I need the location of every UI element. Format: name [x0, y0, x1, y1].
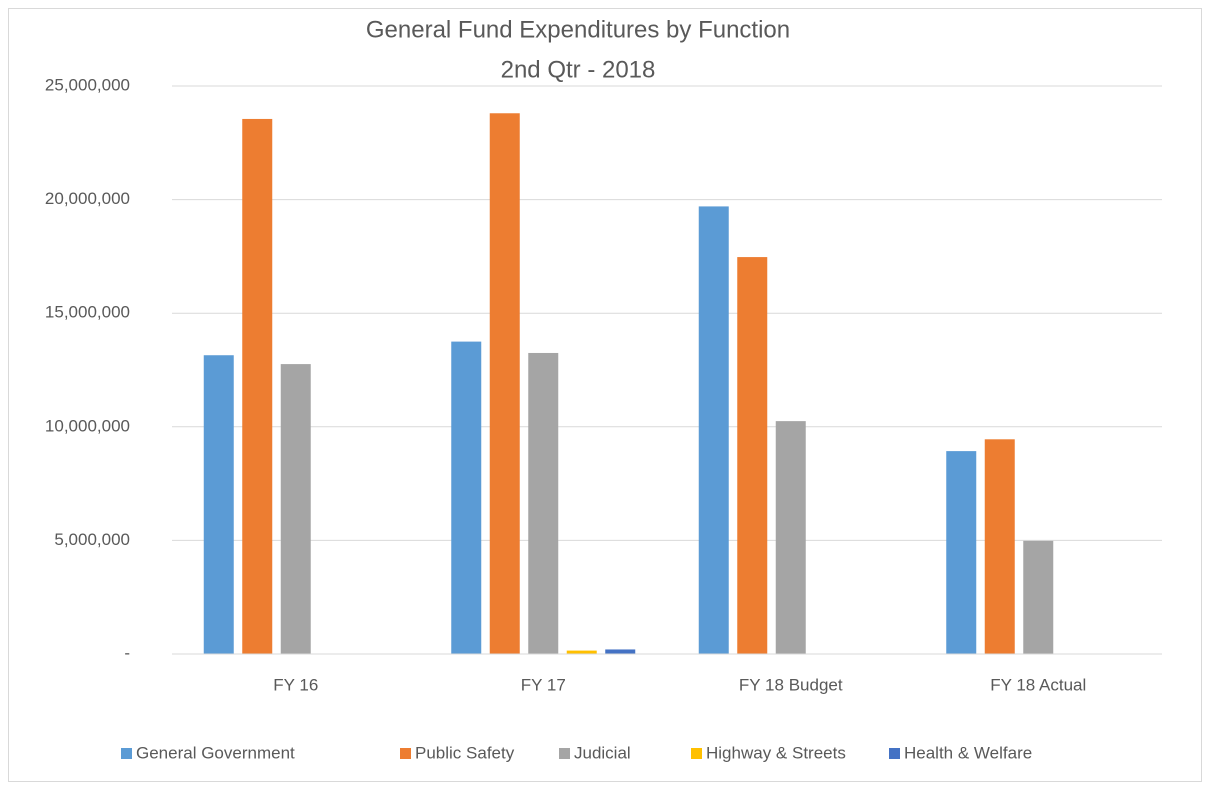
chart-title: General Fund Expenditures by Function [366, 16, 790, 43]
legend-swatch [691, 748, 702, 759]
chart-border [8, 8, 1202, 782]
legend-swatch [889, 748, 900, 759]
bar [737, 257, 768, 654]
legend-label: Health & Welfare [904, 743, 1032, 762]
bar [605, 649, 636, 654]
bar [489, 113, 520, 655]
bar [984, 439, 1015, 654]
bar [775, 421, 806, 654]
bar [1023, 540, 1054, 654]
legend-label: Highway & Streets [706, 743, 846, 762]
legend-label: General Government [136, 743, 295, 762]
bar [566, 650, 597, 654]
bar [946, 451, 977, 654]
y-tick-label: 5,000,000 [54, 530, 130, 549]
bar [528, 352, 559, 654]
bar [451, 341, 482, 654]
legend-label: Judicial [574, 743, 631, 762]
bar [698, 206, 729, 654]
x-tick-label: FY 16 [273, 675, 318, 694]
x-tick-label: FY 18 Budget [739, 675, 843, 694]
legend-swatch [121, 748, 132, 759]
legend-label: Public Safety [415, 743, 515, 762]
x-tick-label: FY 17 [521, 675, 566, 694]
y-tick-label: 15,000,000 [45, 303, 130, 322]
legend-swatch [400, 748, 411, 759]
legend-swatch [559, 748, 570, 759]
y-tick-label: 10,000,000 [45, 416, 130, 435]
chart-subtitle: 2nd Qtr - 2018 [501, 56, 656, 83]
y-tick-label: 20,000,000 [45, 189, 130, 208]
bar [242, 118, 273, 655]
y-tick-label: 25,000,000 [45, 75, 130, 94]
y-tick-label: - [124, 643, 130, 662]
bar [203, 355, 234, 654]
bar [280, 364, 311, 654]
x-tick-label: FY 18 Actual [990, 675, 1086, 694]
